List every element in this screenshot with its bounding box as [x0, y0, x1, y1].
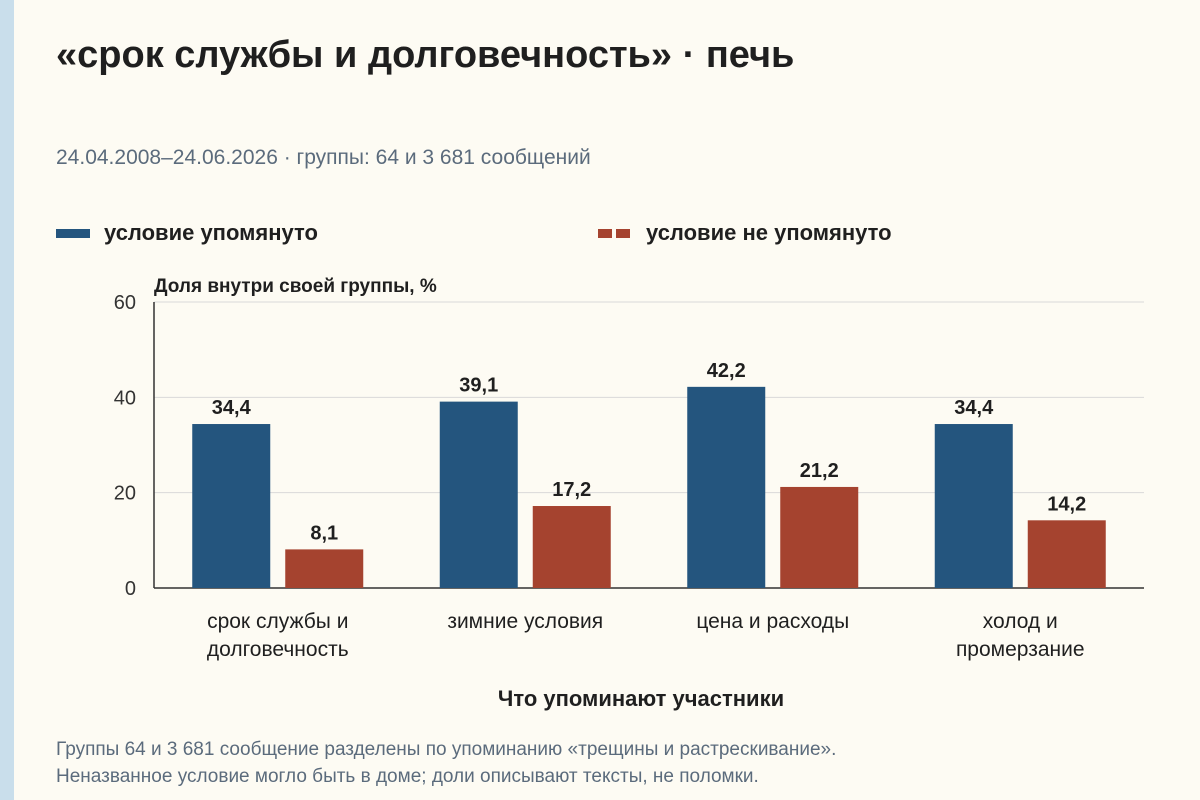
- x-tick-label: цена и расходы: [696, 610, 849, 633]
- y-tick-label: 40: [114, 387, 136, 409]
- bar-value-label: 39,1: [459, 375, 498, 397]
- bar-value-label: 34,4: [212, 397, 252, 419]
- bar-value-label: 8,1: [310, 522, 338, 544]
- legend-swatch-mentioned: [56, 228, 90, 238]
- bar-not-mentioned: [285, 549, 364, 588]
- bar-chart: 0 20 40 60 Доля внутри своей группы, % 34,4 8,…: [114, 276, 1144, 711]
- bar-value-label: 14,2: [1047, 493, 1086, 515]
- footnote-line: Неназванное условие могло быть в доме; д…: [56, 766, 759, 787]
- bar-mentioned: [934, 424, 1013, 588]
- x-tick-label: долговечность: [207, 638, 349, 661]
- y-tick-label: 60: [114, 292, 136, 314]
- footnote-line: Группы 64 и 3 681 сообщение разделены по…: [56, 739, 837, 760]
- bar-not-mentioned: [780, 486, 859, 588]
- legend-label-mentioned: условие упомянуто: [104, 220, 318, 245]
- x-tick-label: холод и: [983, 610, 1058, 633]
- bar-mentioned: [192, 424, 271, 588]
- x-tick-label: зимние условия: [447, 610, 603, 633]
- bar-mentioned: [687, 386, 766, 588]
- bar-mentioned: [439, 401, 518, 588]
- bar-value-label: 17,2: [552, 479, 591, 501]
- legend-label-not-mentioned: условие не упомянуто: [646, 220, 892, 245]
- left-accent-strip: [0, 0, 14, 800]
- chart-subtitle: 24.04.2008–24.06.2026 · группы: 64 и 3 6…: [56, 146, 591, 169]
- x-axis-title: Что упоминают участники: [498, 686, 784, 711]
- legend-item-mentioned: условие упомянуто: [56, 218, 318, 248]
- bar-value-label: 34,4: [954, 397, 994, 419]
- y-tick-label: 20: [114, 483, 136, 505]
- chart-title: «срок службы и долговечность» · печь: [56, 34, 795, 76]
- bar-value-label: 42,2: [707, 360, 746, 382]
- legend-swatch-not-mentioned: [598, 228, 632, 238]
- x-tick-label: промерзание: [956, 638, 1085, 661]
- y-axis-title: Доля внутри своей группы, %: [154, 276, 437, 297]
- bar-not-mentioned: [532, 506, 611, 588]
- legend-item-not-mentioned: условие не упомянуто: [598, 218, 892, 248]
- y-tick-label: 0: [125, 578, 136, 600]
- bar-not-mentioned: [1027, 520, 1106, 588]
- footnote: Группы 64 и 3 681 сообщение разделены по…: [56, 736, 836, 790]
- bar-value-label: 21,2: [800, 460, 839, 482]
- x-tick-label: срок службы и: [207, 610, 348, 633]
